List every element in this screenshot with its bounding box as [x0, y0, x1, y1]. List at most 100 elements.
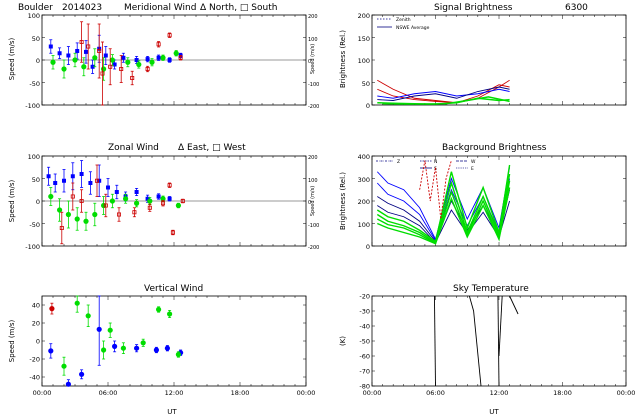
sky-ytick: -30	[359, 308, 370, 316]
vertical-point-green	[61, 363, 67, 369]
meridional-point-blue	[134, 58, 139, 62]
zonal-point-blue	[134, 190, 139, 194]
sky-title: Sky Temperature	[453, 284, 529, 294]
zonal-yticks: 100 50 0 -50 -100	[25, 153, 40, 251]
sky-segment	[497, 295, 500, 387]
sky-ytick: -50	[359, 338, 370, 346]
meridional-ytick: -50	[29, 80, 40, 88]
zonal-point-green	[92, 211, 98, 218]
vertical-point-blue	[96, 326, 102, 332]
meridional-point-blue	[167, 58, 172, 62]
vertical-point-green	[156, 306, 162, 313]
zonal-point-red	[132, 210, 137, 215]
meridional-point-red	[167, 33, 172, 38]
meridional-point-red	[119, 67, 124, 72]
zonal-point-green	[123, 196, 129, 202]
vertical-point-green	[101, 347, 107, 353]
background-yticks: 400 300 200 100 0	[358, 153, 370, 251]
zonal-point-blue	[145, 196, 150, 201]
background-line-red-dash	[419, 160, 452, 220]
meridional-ytick-right: -100	[308, 82, 319, 88]
vertical-title: Vertical Wind	[144, 284, 203, 294]
background-legend-z: Z	[397, 159, 400, 165]
meridional-point-blue	[75, 49, 80, 53]
vertical-xtick: 00:00	[297, 389, 316, 397]
background-ytick: 300	[358, 176, 370, 184]
zonal-ytick: 50	[32, 176, 40, 184]
vertical-xtick: 00:00	[33, 389, 52, 397]
signal-ytick: 150	[358, 35, 370, 43]
zonal-ylabel: Speed (m/s)	[8, 180, 16, 223]
signal-ytick: 200	[358, 12, 370, 20]
meridional-point-green	[160, 55, 166, 61]
vertical-point-blue	[164, 345, 170, 351]
meridional-ytick: 0	[36, 57, 40, 65]
zonal-point-blue	[167, 196, 172, 201]
vertical-point-blue	[48, 348, 54, 354]
meridional-plot-area	[41, 14, 307, 106]
background-ytick: 400	[358, 153, 370, 161]
sky-xticks: 00:00 06:00 12:00 18:00 00:00	[363, 389, 636, 397]
meridional-point-green	[101, 66, 107, 72]
zonal-point-green	[160, 196, 166, 202]
meridional-ytick-right: -200	[308, 104, 319, 110]
meridional-point-green	[173, 50, 179, 56]
sky-ytick: -60	[359, 353, 370, 361]
signal-ytick: 50	[362, 80, 370, 88]
meridional-title-prefix: Boulder	[18, 3, 53, 13]
zonal-point-blue	[114, 190, 119, 194]
vertical-point-green	[74, 300, 80, 306]
vertical-point-green	[120, 345, 126, 351]
sky-yticks: -20 -30 -40 -50 -60 -70 -80	[359, 293, 370, 391]
sky-xlabel: UT	[489, 408, 499, 416]
meridional-yticks-right: 200 100 0 -100 -200	[308, 14, 319, 110]
background-ytick: 0	[366, 243, 370, 251]
zonal-ytick: -50	[29, 221, 40, 229]
vertical-point-green	[107, 327, 113, 333]
meridional-point-green	[61, 66, 67, 72]
signal-plot-area	[371, 14, 627, 106]
zonal-point-red	[170, 230, 175, 235]
sky-xtick: 00:00	[363, 389, 382, 397]
meridional-point-blue	[66, 53, 71, 58]
signal-yticks: 200 150 100 50 0	[358, 12, 370, 110]
meridional-title-date: 2014023	[62, 3, 102, 13]
vertical-xtick: 18:00	[231, 389, 250, 397]
sky-ylabel: (K)	[339, 336, 347, 346]
meridional-legend: Δ North, □ South	[200, 3, 277, 13]
meridional-point-blue	[103, 53, 108, 58]
signal-title-wavelength: 6300	[565, 3, 588, 13]
meridional-title: Meridional Wind	[124, 3, 196, 13]
vertical-point-blue	[65, 381, 71, 387]
meridional-ytick: 50	[32, 35, 40, 43]
zonal-ylabel-right: Speed (m/s)	[310, 186, 316, 216]
vertical-xtick: 12:00	[165, 389, 184, 397]
zonal-point-green	[83, 218, 89, 224]
meridional-ytick-right: 200	[308, 14, 318, 20]
background-ytick: 200	[358, 198, 370, 206]
sky-ytick: -80	[359, 383, 370, 391]
zonal-point-red	[117, 212, 122, 217]
meridional-point-green	[81, 64, 87, 70]
zonal-point-red	[59, 225, 64, 230]
meridional-point-red	[79, 40, 84, 45]
sky-xtick: 18:00	[553, 389, 572, 397]
sky-xtick: 06:00	[426, 389, 445, 397]
zonal-point-green	[109, 198, 115, 204]
meridional-point-green	[149, 59, 155, 65]
signal-ylabel: Brightness (Rel.)	[339, 30, 347, 88]
sky-segment	[433, 295, 436, 387]
zonal-point-blue	[156, 194, 161, 199]
vertical-ytick: 20	[32, 320, 40, 328]
zonal-point-red	[167, 183, 172, 188]
background-legend-n: N	[434, 159, 437, 165]
zonal-point-blue	[53, 181, 58, 185]
zonal-point-green	[74, 216, 80, 222]
zonal-plot-area	[41, 155, 307, 247]
meridional-point-blue	[84, 49, 88, 54]
meridional-point-red	[178, 55, 183, 60]
vertical-ytick: -20	[29, 356, 40, 364]
meridional-ylabel: Speed (m/s)	[8, 38, 16, 81]
meridional-point-green	[125, 59, 131, 65]
meridional-point-red	[86, 44, 91, 49]
